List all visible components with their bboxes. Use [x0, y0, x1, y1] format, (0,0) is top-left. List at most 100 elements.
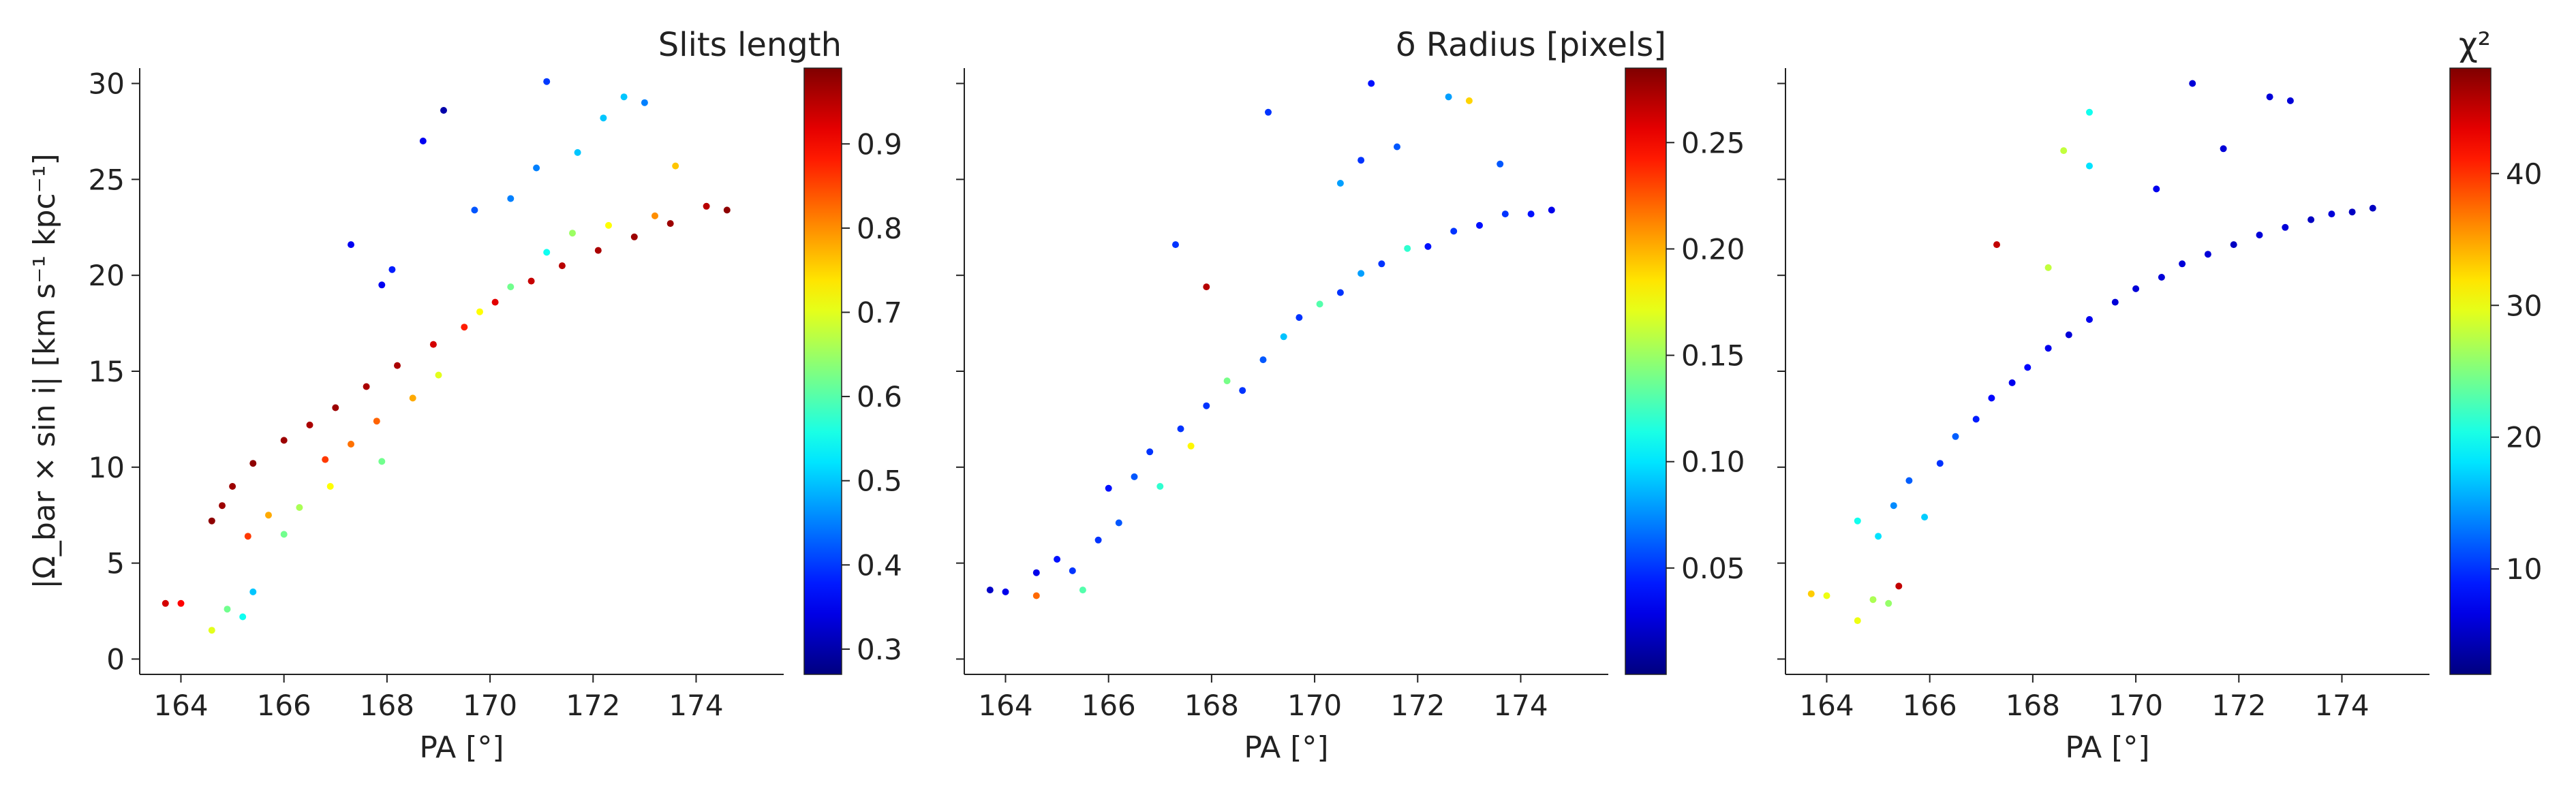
data-point [1936, 460, 1944, 467]
data-point [594, 247, 602, 254]
data-point [2286, 97, 2294, 104]
data-point [363, 383, 370, 390]
colorbar [2449, 67, 2491, 675]
colorbar-tick-label: 0.10 [1681, 446, 1745, 479]
data-point [162, 599, 169, 607]
x-tick-label: 168 [360, 689, 414, 722]
data-point [2065, 331, 2072, 339]
data-point [378, 281, 386, 289]
x-axis-label: PA [°] [1244, 730, 1328, 765]
scatter-panel-2: 164 166 168 170 172 174 PA [°] 0.05 0.10 0.15 0.20… [956, 26, 1745, 765]
data-point [600, 114, 607, 122]
scatter-panel-1: 164 166 168 170 172 174 0 5 10 15 20 25 30 PA [°] |Ω_b… [27, 26, 902, 765]
data-point [2044, 345, 2052, 352]
colorbar-tick-label: 0.5 [857, 465, 902, 498]
data-point [2204, 251, 2211, 258]
data-point [1358, 270, 1365, 277]
colorbar-label: χ² [2459, 26, 2491, 64]
data-point [2024, 364, 2031, 371]
data-point [666, 220, 674, 228]
data-point [651, 212, 658, 219]
data-point [507, 283, 515, 291]
x-tick-label: 170 [1287, 689, 1342, 722]
data-point [2060, 147, 2068, 155]
colorbar-tick-label: 0.6 [857, 380, 902, 413]
data-point [527, 277, 535, 285]
data-point [2132, 285, 2140, 292]
y-tick-label: 25 [89, 163, 125, 196]
data-point [219, 502, 226, 510]
data-point [1131, 473, 1138, 480]
x-tick-label: 164 [153, 689, 208, 722]
data-point [1187, 442, 1195, 450]
data-point [723, 206, 731, 214]
data-point [1875, 533, 1882, 540]
colorbar-tick-label: 0.4 [857, 548, 902, 582]
scatter-panel-3: 164 166 168 170 172 174 PA [°] 10 20 30 40 χ² [1777, 26, 2542, 765]
data-point [533, 164, 540, 172]
data-point [348, 241, 354, 249]
data-point [1094, 536, 1102, 544]
data-point [409, 394, 416, 402]
data-point [1890, 502, 1897, 510]
data-point [1378, 260, 1385, 268]
data-point [1476, 221, 1483, 229]
data-point [1368, 80, 1375, 87]
data-point [249, 460, 257, 467]
x-tick-label: 168 [1184, 689, 1239, 722]
colorbar-tick-label: 40 [2506, 157, 2542, 191]
data-point [2158, 274, 2165, 281]
y-tick-label: 5 [106, 547, 125, 580]
data-point [348, 441, 354, 448]
data-point [1404, 245, 1411, 252]
data-point [1177, 425, 1184, 433]
data-point [2230, 241, 2237, 249]
y-tick-label: 10 [89, 451, 125, 484]
data-point [558, 262, 566, 270]
x-tick-label: 174 [2314, 689, 2369, 722]
colorbar [1625, 67, 1667, 675]
data-point [476, 308, 483, 315]
data-point [1450, 228, 1458, 235]
data-point [378, 458, 386, 465]
data-point [1002, 588, 1009, 595]
data-point [2220, 145, 2227, 153]
data-point [2369, 204, 2376, 212]
data-point [1952, 433, 1959, 440]
data-point [1424, 243, 1432, 250]
colorbar-tick-label: 0.25 [1681, 126, 1745, 159]
data-point [1497, 160, 1504, 168]
data-point [1854, 617, 1861, 625]
data-point [440, 107, 447, 114]
data-point [2307, 216, 2315, 223]
data-point [491, 298, 499, 306]
data-point [1885, 599, 1892, 607]
data-point [2008, 379, 2016, 386]
x-tick-label: 166 [1903, 689, 1957, 722]
colorbar-tick-label: 0.8 [857, 212, 902, 245]
data-point [1259, 356, 1267, 364]
data-point [1905, 477, 1913, 484]
data-point [2282, 223, 2289, 231]
data-point [419, 138, 427, 144]
data-point [543, 78, 551, 85]
data-point [1465, 97, 1473, 104]
data-point [2086, 316, 2093, 323]
data-point [208, 517, 215, 525]
data-point [1223, 377, 1231, 385]
data-point [280, 531, 288, 538]
data-point [1280, 333, 1287, 341]
data-point [605, 221, 612, 229]
data-point [507, 195, 515, 202]
data-point [1993, 241, 2000, 249]
data-point [1972, 416, 1980, 423]
x-tick-label: 174 [669, 689, 723, 722]
colorbar-tick-label: 0.9 [857, 127, 902, 161]
colorbar-tick-label: 10 [2506, 552, 2542, 586]
x-tick-label: 174 [1493, 689, 1548, 722]
data-point [177, 599, 185, 607]
data-point [388, 266, 396, 273]
data-point [332, 404, 339, 411]
x-tick-label: 164 [1799, 689, 1854, 722]
